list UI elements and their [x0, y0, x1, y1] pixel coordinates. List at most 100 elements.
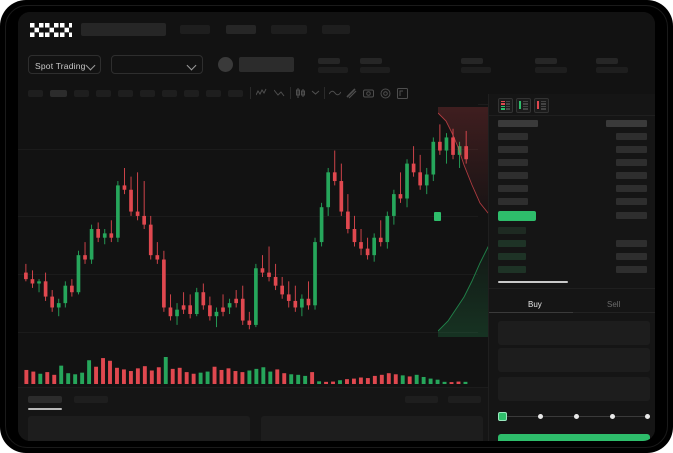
wave-icon[interactable] — [329, 89, 341, 97]
orderbook-header-price — [498, 120, 538, 127]
ob-last-amount — [616, 212, 647, 219]
ob-bid-price-0[interactable] — [498, 227, 526, 234]
trading-mode-selector[interactable]: Spot Trading — [28, 55, 101, 74]
chevron-down-icon — [186, 60, 197, 71]
submit-buy-button[interactable] — [498, 434, 650, 441]
tab-sell-indicator — [573, 312, 655, 313]
gridline — [18, 149, 478, 150]
nav-item-1[interactable] — [226, 25, 256, 34]
tab-buy-indicator — [489, 312, 573, 313]
okx-logo[interactable] — [30, 23, 72, 37]
ob-ask-price-4[interactable] — [498, 185, 528, 192]
slider-stop-75[interactable] — [610, 414, 615, 419]
nav-item-2[interactable] — [271, 25, 307, 34]
line-chart-icon[interactable] — [256, 88, 267, 98]
tab-buy[interactable]: Buy — [528, 300, 542, 309]
ob-bid-price-1[interactable] — [498, 240, 526, 247]
nav-item-0[interactable] — [180, 25, 210, 34]
chevron-down-icon — [85, 60, 96, 71]
orderbook-header-amount — [606, 120, 647, 127]
gridline — [18, 332, 478, 333]
ob-ask-price-0[interactable] — [498, 133, 528, 140]
slider-stop-50[interactable] — [574, 414, 579, 419]
ob-ask-amount-3[interactable] — [616, 172, 647, 179]
gridline — [18, 274, 478, 275]
settings-icon[interactable] — [380, 88, 391, 99]
toolbar-divider — [290, 87, 291, 99]
nav-item-3[interactable] — [322, 25, 350, 34]
interval-button-2[interactable] — [74, 90, 89, 97]
last-price-display — [239, 57, 294, 72]
ob-ask-price-5[interactable] — [498, 198, 528, 205]
ob-ask-amount-2[interactable] — [616, 159, 647, 166]
orders-tab-1[interactable] — [74, 396, 108, 403]
ob-ask-amount-5[interactable] — [616, 198, 647, 205]
ob-ask-price-1[interactable] — [498, 146, 528, 153]
candlestick-series — [24, 124, 469, 330]
order-field-0[interactable] — [498, 321, 650, 345]
stat-label — [360, 58, 382, 64]
chevron-down-icon[interactable] — [311, 89, 320, 96]
toolbar-divider — [324, 87, 325, 99]
interval-button-9[interactable] — [228, 90, 243, 97]
ob-ask-amount-0[interactable] — [616, 133, 647, 140]
interval-button-8[interactable] — [206, 90, 221, 97]
trading-pair-selector[interactable] — [111, 55, 203, 74]
ob-bid-price-3[interactable] — [498, 266, 526, 273]
nav-search-field[interactable] — [81, 23, 166, 36]
stat-value — [535, 67, 567, 73]
ob-ask-price-3[interactable] — [498, 172, 528, 179]
orderbook-both-icon[interactable] — [498, 98, 513, 113]
camera-icon[interactable] — [363, 88, 374, 98]
interval-button-1[interactable] — [50, 90, 67, 97]
current-price-marker — [434, 212, 441, 221]
depth-chart-overlay — [438, 107, 494, 337]
interval-button-6[interactable] — [162, 90, 177, 97]
fullscreen-icon[interactable] — [397, 88, 408, 99]
stat-value — [596, 67, 628, 73]
slider-handle[interactable] — [498, 412, 507, 421]
orders-card-0[interactable] — [28, 416, 250, 441]
ob-bid-amount-1[interactable] — [616, 240, 647, 247]
order-field-1[interactable] — [498, 348, 650, 372]
gridline — [18, 216, 478, 217]
price-chart[interactable] — [18, 104, 478, 387]
ob-ask-price-2[interactable] — [498, 159, 528, 166]
stat-label — [596, 58, 618, 64]
orderbook-and-order-form: Buy Sell — [488, 94, 655, 441]
app-screen: Spot Trading — [18, 12, 655, 441]
panel-divider — [489, 288, 655, 289]
orders-panel — [18, 387, 488, 441]
orderbook-asks-icon[interactable] — [534, 98, 549, 113]
interval-button-3[interactable] — [96, 90, 111, 97]
slider-stop-100[interactable] — [645, 414, 650, 419]
orderbook-bids-icon[interactable] — [516, 98, 531, 113]
candle-icon[interactable] — [295, 87, 306, 99]
interval-button-5[interactable] — [140, 90, 155, 97]
order-field-2[interactable] — [498, 377, 650, 401]
tab-sell[interactable]: Sell — [607, 300, 621, 309]
interval-button-7[interactable] — [184, 90, 199, 97]
interval-button-0[interactable] — [28, 90, 43, 97]
orders-action-1[interactable] — [448, 396, 481, 403]
ob-ask-amount-4[interactable] — [616, 185, 647, 192]
magnet-icon[interactable] — [346, 88, 357, 99]
slider-stop-25[interactable] — [538, 414, 543, 419]
okx-logo-icon — [30, 23, 72, 37]
ob-bid-price-2[interactable] — [498, 253, 526, 260]
trend-line-icon[interactable] — [274, 88, 285, 98]
orderbook-scrollbar[interactable] — [498, 281, 568, 283]
ob-ask-amount-1[interactable] — [616, 146, 647, 153]
ob-bid-amount-2[interactable] — [616, 253, 647, 260]
stat-label — [461, 58, 483, 64]
orders-card-1[interactable] — [261, 416, 483, 441]
stat-value — [360, 67, 390, 73]
stat-value — [318, 67, 348, 73]
stat-label — [318, 58, 340, 64]
orders-tab-0[interactable] — [28, 396, 62, 403]
top-navigation-bar — [18, 12, 655, 48]
interval-button-4[interactable] — [118, 90, 133, 97]
orders-action-0[interactable] — [405, 396, 438, 403]
ob-bid-amount-3[interactable] — [616, 266, 647, 273]
